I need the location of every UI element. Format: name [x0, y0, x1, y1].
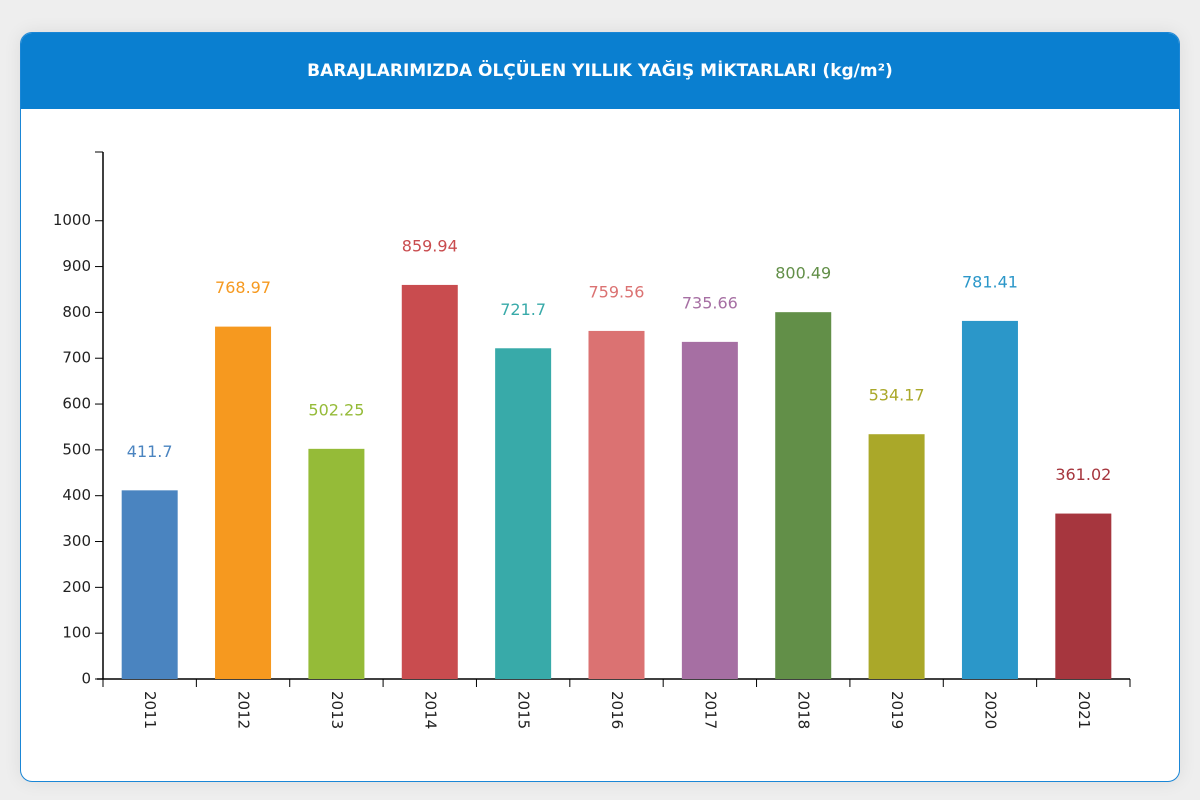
- y-tick-label: 300: [62, 532, 91, 550]
- x-tick-label: 2016: [608, 691, 626, 729]
- y-tick-label: 800: [62, 303, 91, 321]
- value-label: 721.7: [500, 300, 546, 319]
- value-label: 735.66: [682, 293, 738, 312]
- y-tick-label: 200: [62, 578, 91, 596]
- bar: [775, 312, 832, 679]
- x-tick-label: 2013: [328, 691, 346, 729]
- x-tick-label: 2011: [141, 691, 159, 729]
- x-tick-label: 2018: [795, 691, 813, 729]
- y-tick-label: 700: [62, 349, 91, 367]
- bar: [495, 348, 552, 679]
- bar: [1055, 513, 1112, 679]
- x-tick-label: 2019: [888, 691, 906, 729]
- y-tick-label: 500: [62, 440, 91, 458]
- bar: [961, 320, 1018, 679]
- y-tick-label: 1000: [53, 211, 91, 229]
- x-tick-label: 2012: [235, 691, 253, 729]
- value-label: 502.25: [308, 400, 364, 419]
- value-label: 361.02: [1055, 465, 1111, 484]
- x-tick-label: 2017: [701, 691, 719, 729]
- chart-title: BARAJLARIMIZDA ÖLÇÜLEN YILLIK YAĞIŞ MİKT…: [21, 33, 1179, 109]
- bar: [308, 448, 365, 679]
- x-tick-label: 2014: [421, 691, 439, 729]
- value-label: 781.41: [962, 272, 1018, 291]
- value-label: 411.7: [127, 442, 173, 461]
- value-label: 759.56: [589, 282, 645, 301]
- bar: [121, 490, 178, 679]
- bar: [401, 284, 458, 679]
- bar: [215, 326, 272, 679]
- x-tick-label: 2015: [515, 691, 533, 729]
- value-label: 800.49: [775, 264, 831, 283]
- bar: [868, 434, 925, 679]
- y-tick-label: 400: [62, 486, 91, 504]
- value-label: 768.97: [215, 278, 271, 297]
- y-tick-label: 100: [62, 624, 91, 642]
- bar: [681, 341, 738, 679]
- x-tick-label: 2020: [981, 691, 999, 729]
- value-label: 859.94: [402, 236, 458, 255]
- y-tick-label: 600: [62, 395, 91, 413]
- value-label: 534.17: [869, 386, 925, 405]
- y-tick-label: 0: [81, 670, 91, 688]
- x-tick-label: 2021: [1075, 691, 1093, 729]
- y-tick-label: 900: [62, 257, 91, 275]
- bar: [588, 330, 645, 679]
